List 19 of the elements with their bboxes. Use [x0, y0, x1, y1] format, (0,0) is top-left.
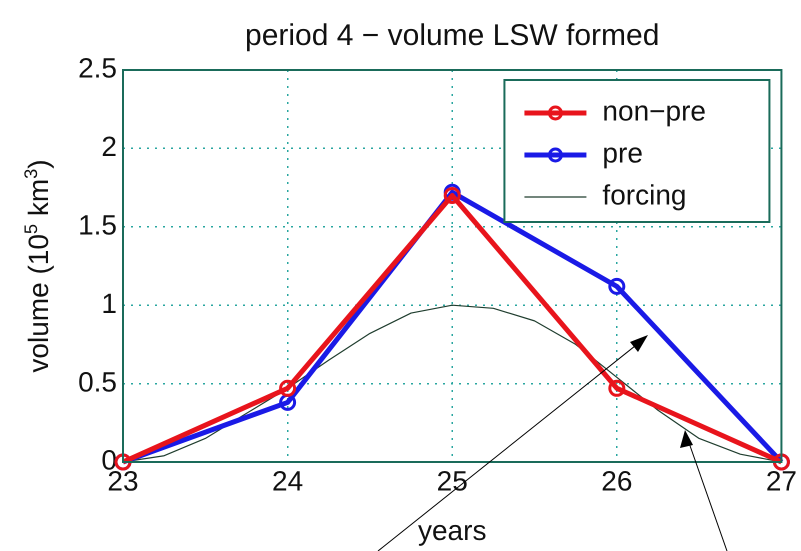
- point: [444, 186, 461, 204]
- y-axis-title: volume (105 km3): [20, 159, 54, 373]
- legend-label: pre: [602, 138, 643, 169]
- point: [608, 278, 626, 295]
- legend-label: forcing: [602, 180, 686, 211]
- x-tick-label: 26: [601, 466, 632, 497]
- chart-title: period 4 − volume LSW formed: [245, 19, 660, 52]
- legend-label: non−pre: [602, 96, 706, 127]
- x-axis-title: years: [418, 515, 486, 546]
- y-tick-label: 2: [101, 131, 117, 162]
- y-tick-label: 1: [101, 288, 117, 319]
- y-tick-label: 0.5: [78, 366, 117, 398]
- x-tick-label: 25: [436, 466, 468, 497]
- y-tick-label: 2.5: [78, 52, 117, 84]
- y-tick-label: 1.5: [78, 210, 117, 241]
- x-tick-label: 24: [272, 466, 304, 497]
- point: [279, 380, 296, 397]
- point: [608, 380, 626, 397]
- x-tick-label: 27: [766, 466, 798, 497]
